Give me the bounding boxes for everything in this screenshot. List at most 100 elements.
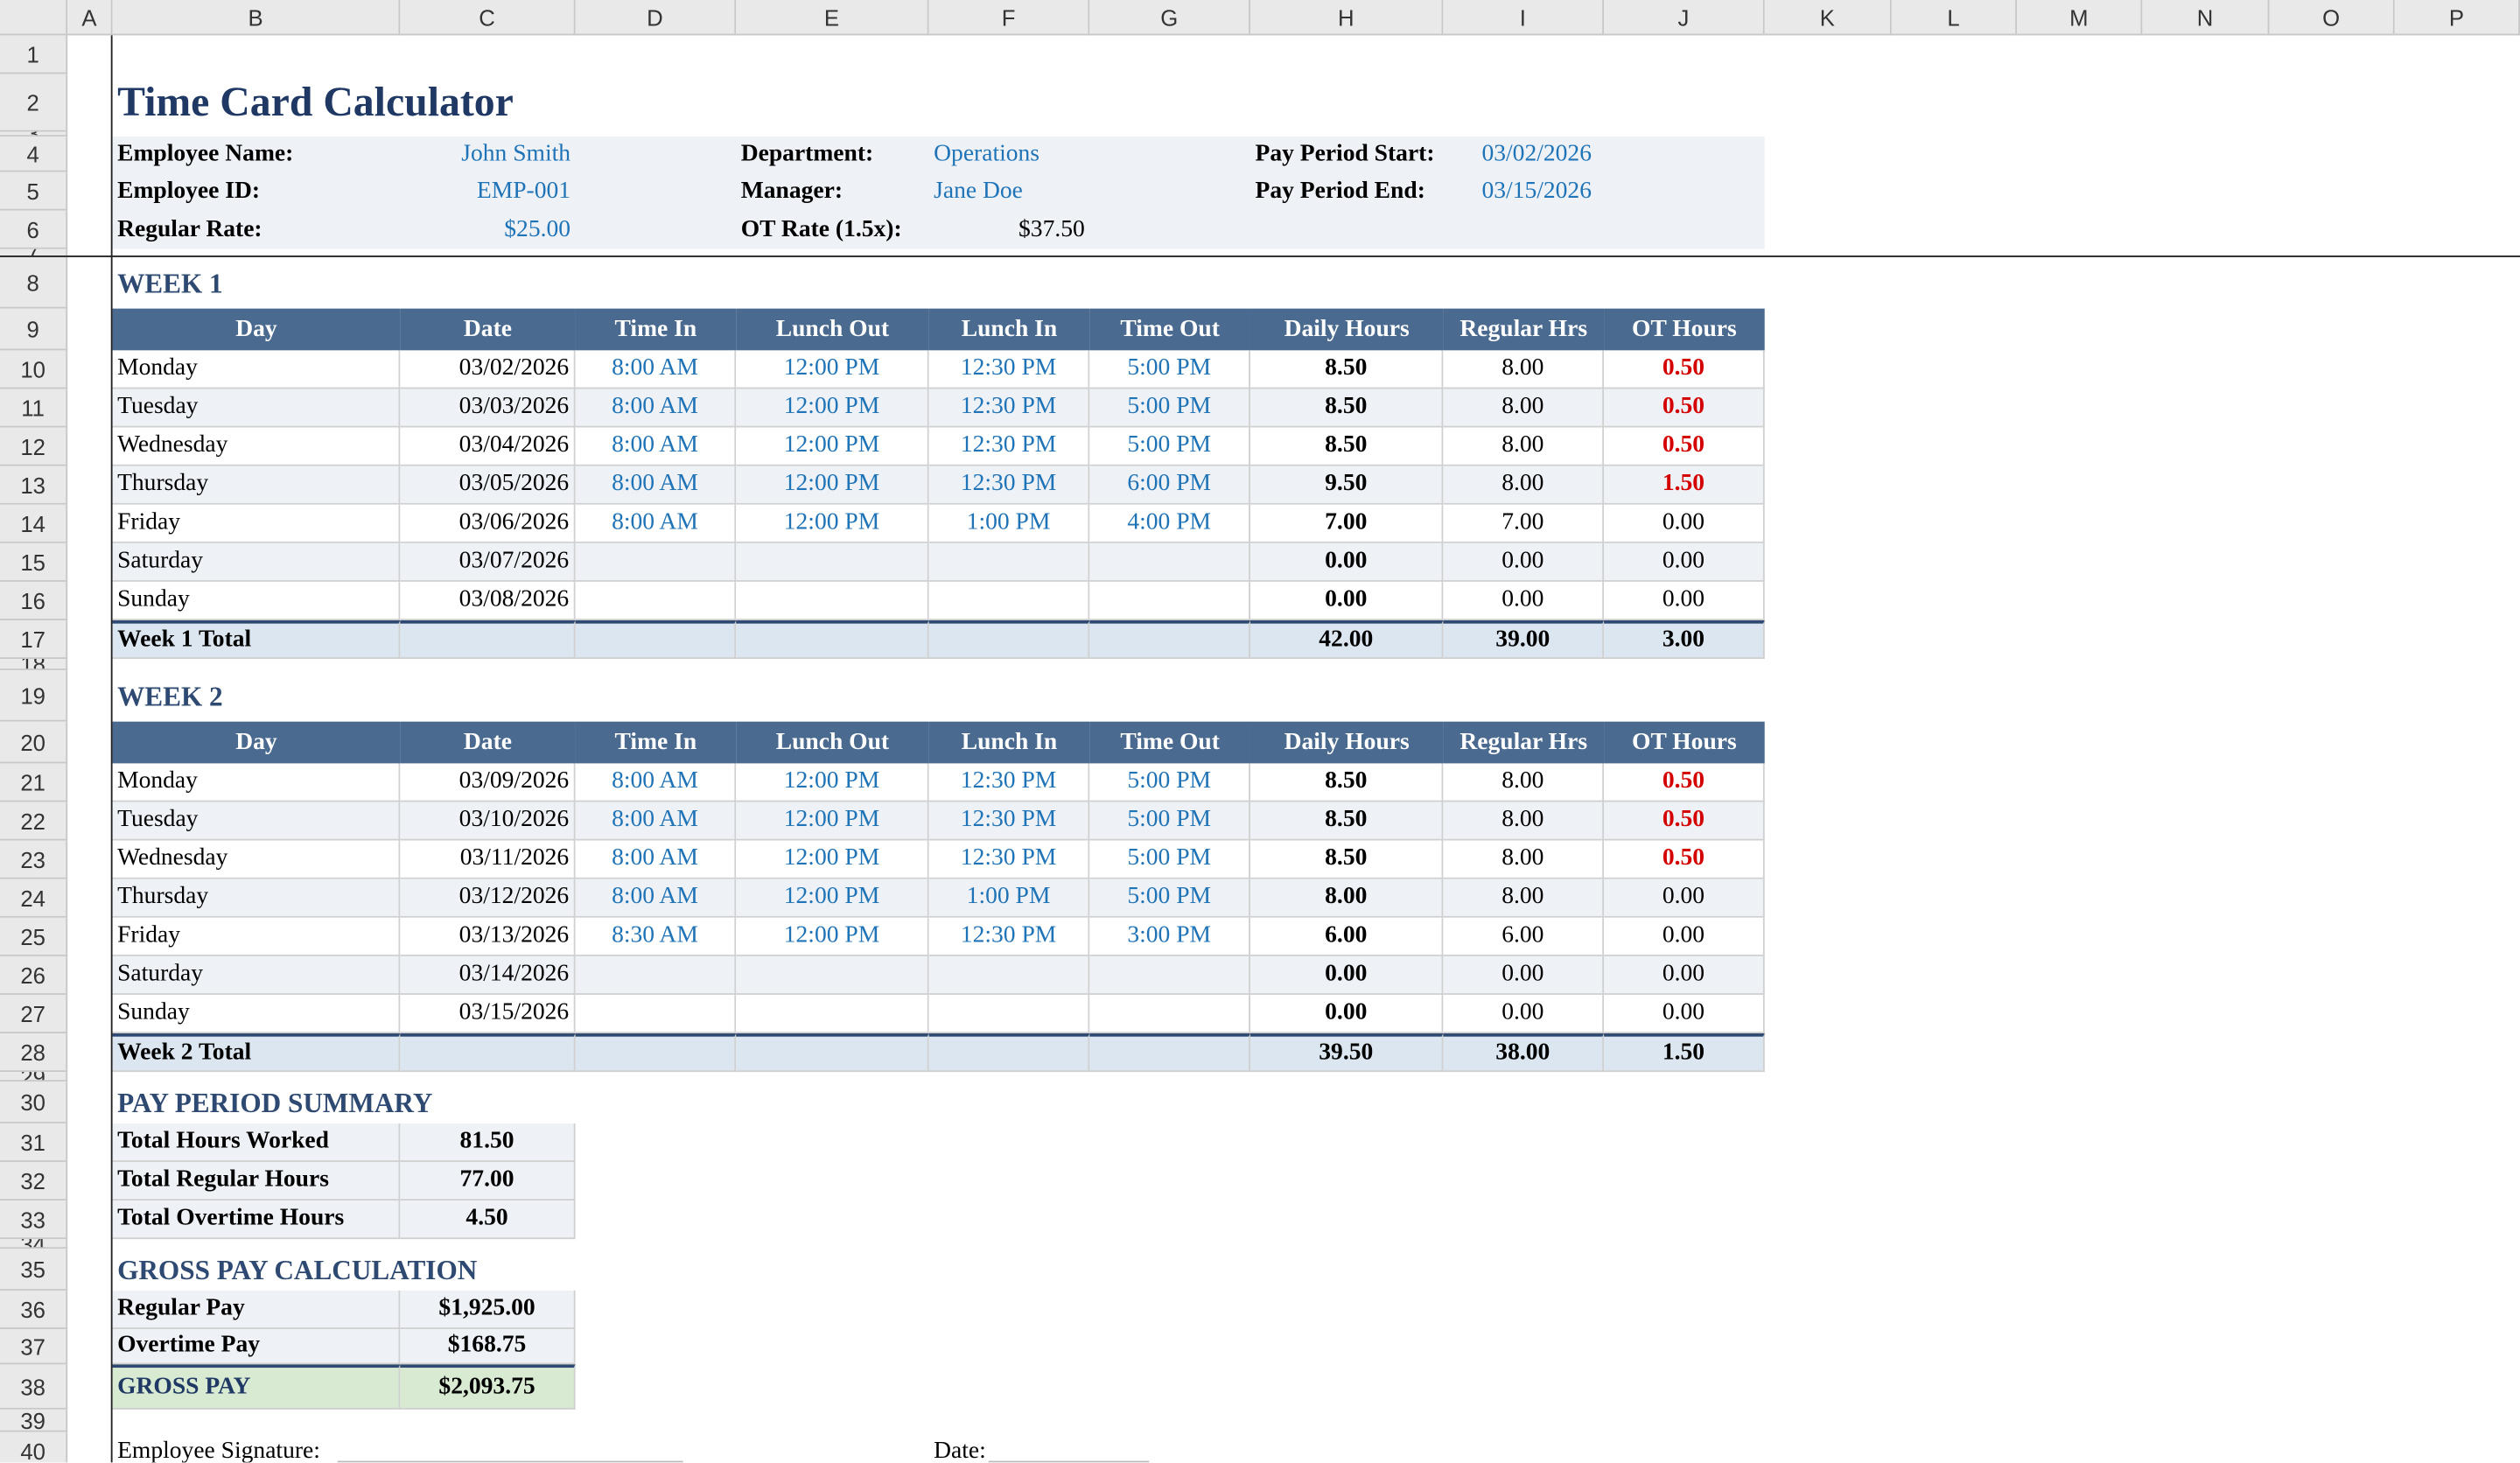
row-header: 33 (0, 1200, 68, 1240)
info-value: $37.50 (1018, 216, 1085, 242)
day-cell: Thursday (112, 878, 401, 918)
day-cell: Thursday (112, 466, 401, 505)
column-header: F (928, 0, 1090, 36)
info-value: $25.00 (504, 216, 571, 242)
table-header: Date (400, 308, 576, 351)
info-band (112, 136, 1765, 249)
row-header: 5 (0, 172, 68, 211)
time-cell: 8:30 AM (575, 917, 737, 956)
time-cell (736, 542, 929, 582)
time-cell: 0.00 (1604, 994, 1765, 1034)
info-label: Employee Name: (117, 140, 294, 167)
time-cell (1089, 994, 1250, 1034)
info-label: Pay Period Start: (1255, 140, 1435, 167)
time-cell: 03/09/2026 (400, 763, 576, 802)
column-header: N (2142, 0, 2270, 36)
day-cell: Monday (112, 763, 401, 802)
table-header: Lunch In (928, 721, 1090, 764)
total-blank (575, 620, 737, 660)
time-cell: 5:00 PM (1089, 388, 1250, 428)
time-cell: 12:30 PM (928, 427, 1090, 466)
row-header: 16 (0, 581, 68, 620)
day-cell: Friday (112, 504, 401, 543)
day-cell: Sunday (112, 994, 401, 1034)
row-header: 23 (0, 840, 68, 879)
summary-value: 77.00 (400, 1161, 576, 1201)
title: Time Card Calculator (117, 79, 514, 126)
day-cell: Tuesday (112, 802, 401, 841)
total-blank (1089, 1033, 1250, 1073)
row-header: 6 (0, 210, 68, 249)
table-header: Daily Hours (1250, 308, 1444, 351)
time-cell: 0.50 (1604, 840, 1765, 879)
row-header: 15 (0, 542, 68, 582)
time-cell: 0.00 (1250, 994, 1444, 1034)
time-cell: 1:00 PM (928, 504, 1090, 543)
time-cell: 03/07/2026 (400, 542, 576, 582)
time-cell: 12:00 PM (736, 427, 929, 466)
row-header: 29 (0, 1072, 68, 1082)
day-cell: Saturday (112, 956, 401, 995)
info-value: Operations (934, 140, 1040, 167)
row-header: 34 (0, 1239, 68, 1250)
time-cell: 0.00 (1443, 994, 1605, 1034)
row-header: 10 (0, 350, 68, 389)
time-cell: 5:00 PM (1089, 878, 1250, 918)
time-cell: 8.50 (1250, 388, 1444, 428)
summary-label: Total Overtime Hours (112, 1200, 401, 1240)
total-blank (928, 620, 1090, 660)
time-cell: 0.00 (1604, 878, 1765, 918)
time-cell: 12:30 PM (928, 466, 1090, 505)
time-cell (575, 581, 737, 620)
time-cell: 0.00 (1604, 504, 1765, 543)
time-cell: 8.50 (1250, 763, 1444, 802)
table-header: Day (112, 308, 401, 351)
column-header: J (1604, 0, 1765, 36)
time-cell: 03/04/2026 (400, 427, 576, 466)
table-header: Time In (575, 308, 737, 351)
gross-value: $2,093.75 (400, 1364, 576, 1410)
time-cell: 12:30 PM (928, 763, 1090, 802)
day-cell: Tuesday (112, 388, 401, 428)
time-cell: 12:30 PM (928, 840, 1090, 879)
row-header: 12 (0, 427, 68, 466)
time-cell (1089, 581, 1250, 620)
table-header: Regular Hrs (1443, 308, 1605, 351)
column-header: G (1089, 0, 1250, 36)
info-value: John Smith (461, 140, 571, 167)
time-cell: 12:00 PM (736, 878, 929, 918)
time-cell: 5:00 PM (1089, 427, 1250, 466)
date-line (988, 1460, 1150, 1463)
summary-label: Total Hours Worked (112, 1123, 401, 1162)
time-cell: 0.00 (1250, 542, 1444, 582)
time-cell: 12:00 PM (736, 504, 929, 543)
table-header: Time In (575, 721, 737, 764)
time-cell: 03/05/2026 (400, 466, 576, 505)
time-cell: 8.50 (1250, 350, 1444, 389)
column-header: C (400, 0, 576, 36)
info-value: 03/15/2026 (1481, 177, 1592, 204)
time-cell: 03/03/2026 (400, 388, 576, 428)
time-cell: 0.00 (1250, 956, 1444, 995)
total-blank (736, 1033, 929, 1073)
time-cell: 8.00 (1443, 878, 1605, 918)
time-cell: 03/11/2026 (400, 840, 576, 879)
time-cell: 0.50 (1604, 763, 1765, 802)
row-header: 1 (0, 35, 68, 74)
signature-line (337, 1460, 683, 1463)
info-value: 03/02/2026 (1481, 140, 1592, 167)
column-header: D (575, 0, 737, 36)
row-header: 31 (0, 1123, 68, 1162)
time-cell: 8.50 (1250, 802, 1444, 841)
section-title: WEEK 1 (117, 267, 223, 298)
time-cell: 12:00 PM (736, 802, 929, 841)
time-cell: 12:00 PM (736, 763, 929, 802)
time-cell (1089, 956, 1250, 995)
column-header: O (2269, 0, 2395, 36)
time-cell (736, 581, 929, 620)
section-title: PAY PERIOD SUMMARY (117, 1087, 433, 1118)
signature-label: Employee Signature: (117, 1437, 320, 1463)
column-header: A (67, 0, 113, 36)
table-header: Time Out (1089, 308, 1250, 351)
total-value: 1.50 (1604, 1033, 1765, 1073)
